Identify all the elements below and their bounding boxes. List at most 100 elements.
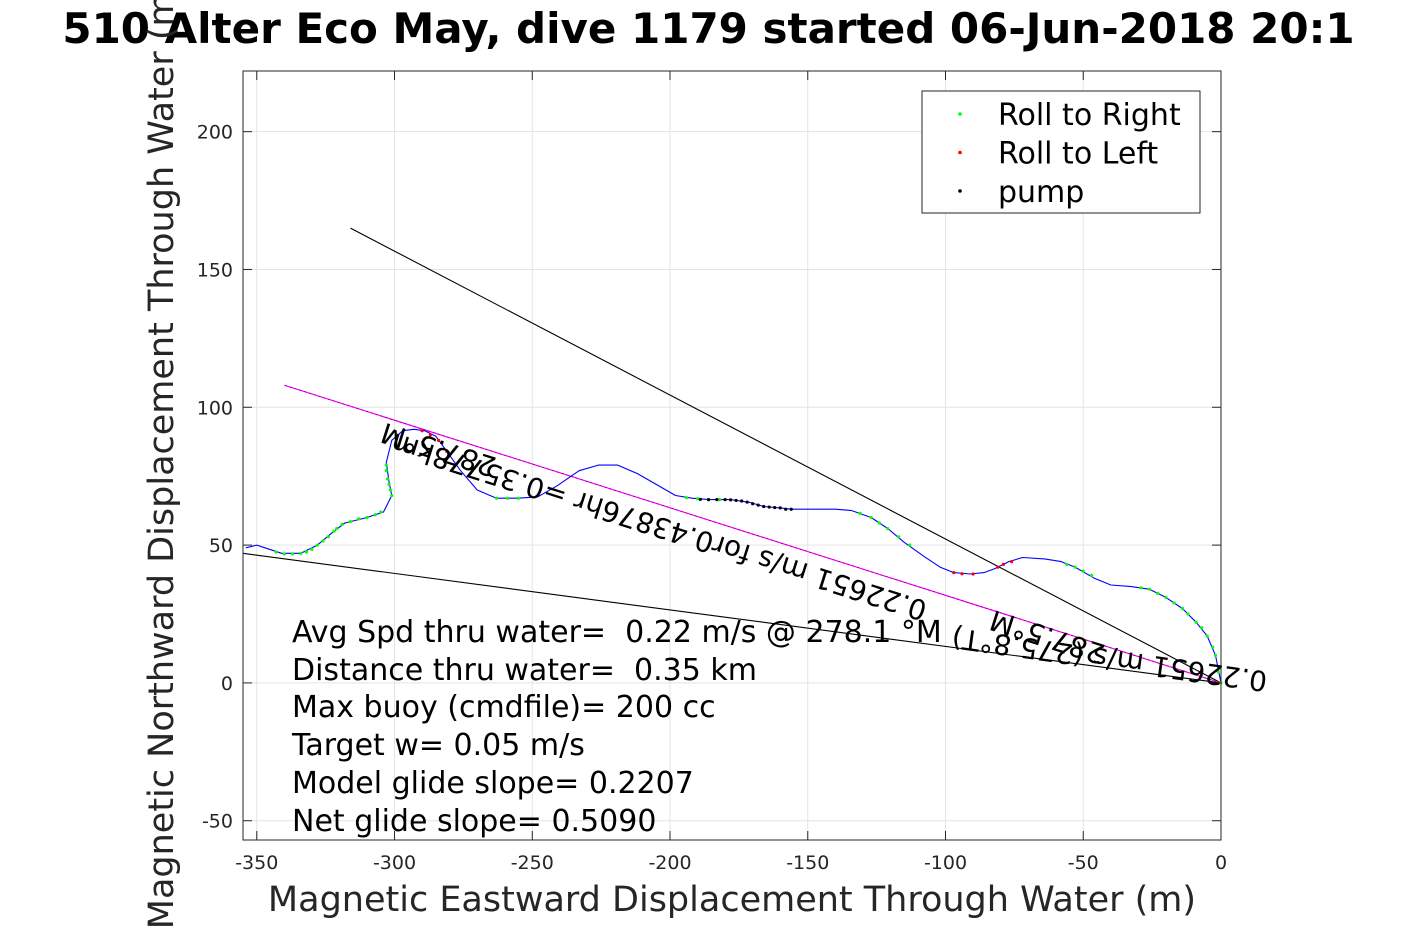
pump-point	[723, 498, 727, 502]
roll-right-point	[274, 550, 278, 554]
roll-right-point	[695, 497, 700, 501]
roll-right-point	[1205, 634, 1209, 638]
roll-right-point	[315, 543, 319, 547]
pump-point	[729, 498, 733, 502]
legend-entry-label: Roll to Right	[998, 98, 1181, 133]
x-tick-label: -250	[511, 852, 554, 874]
roll-right-point	[516, 496, 521, 500]
roll-left-point	[1010, 560, 1014, 564]
roll-right-point	[1211, 645, 1215, 649]
axes-box	[242, 70, 1222, 841]
roll-right-point	[282, 552, 286, 556]
pump-point	[698, 497, 702, 501]
roll-right-point	[1089, 573, 1094, 577]
y-tick-label: -50	[202, 811, 233, 833]
roll-right-point	[387, 482, 391, 487]
roll-right-point	[858, 511, 862, 515]
roll-right-point	[384, 469, 388, 473]
x-tick-label: -150	[786, 852, 829, 874]
pump-point	[715, 498, 719, 502]
roll-right-point	[390, 493, 394, 498]
x-axis-label: Magnetic Eastward Displacement Through W…	[267, 880, 1197, 920]
stat-max-buoy: Max buoy (cmdfile)= 200 cc	[292, 690, 716, 726]
pump-point	[740, 499, 744, 503]
x-tick-label: -200	[648, 852, 691, 874]
pump-point	[778, 506, 782, 510]
heading-line-overlay	[284, 385, 1222, 684]
marker-points	[274, 429, 1223, 685]
stat-target-w: Target w= 0.05 m/s	[292, 728, 585, 764]
roll-left-point	[952, 571, 956, 575]
stat-net-glide-slope: Net glide slope= 0.5090	[292, 803, 657, 839]
legend-marker	[958, 189, 962, 193]
y-axis-label: Magnetic Northward Displacement Through …	[142, 0, 182, 930]
roll-right-point	[365, 515, 369, 520]
y-tick-label: 200	[197, 122, 233, 144]
chart-title: 510 Alter Eco May, dive 1179 started 06-…	[62, 4, 1355, 53]
pump-point	[751, 502, 755, 506]
roll-right-point	[1216, 670, 1220, 674]
roll-right-point	[1073, 565, 1077, 569]
roll-left-point	[428, 433, 432, 437]
pump-point	[756, 503, 760, 507]
stat-distance: Distance thru water= 0.35 km	[292, 652, 757, 688]
roll-right-point	[1081, 569, 1085, 573]
roll-right-point	[869, 515, 873, 520]
y-tick-label: 0	[221, 673, 233, 695]
roll-right-point	[1172, 601, 1176, 605]
roll-left-point	[445, 449, 449, 453]
roll-right-point	[379, 510, 383, 514]
pump-point	[784, 507, 788, 511]
roll-right-point	[1186, 612, 1190, 616]
roll-right-point	[340, 522, 344, 527]
roll-left-point	[971, 572, 975, 576]
roll-right-point	[1065, 562, 1069, 566]
roll-right-point	[388, 488, 392, 492]
guide-line	[350, 227, 1222, 684]
roll-right-point	[386, 477, 390, 481]
stat-model-glide-slope: Model glide slope= 0.2207	[292, 765, 694, 801]
roll-right-point	[335, 526, 339, 531]
pump-point	[773, 505, 777, 510]
roll-right-point	[290, 552, 295, 556]
stat-avg-speed: Avg Spd thru water= 0.22 m/s @ 278.1 °M	[292, 615, 942, 650]
roll-right-point	[1147, 587, 1151, 591]
roll-right-point	[373, 513, 377, 517]
roll-right-point	[877, 521, 881, 525]
roll-left-point	[996, 565, 1000, 569]
stats-block: Avg Spd thru water= 0.22 m/s @ 278.1 °M …	[292, 614, 942, 840]
roll-right-point	[321, 539, 325, 543]
guide-line	[242, 552, 1222, 684]
x-tick-label: -350	[235, 852, 278, 874]
roll-left-point	[1216, 681, 1220, 685]
roll-right-point	[908, 543, 912, 547]
pump-point	[767, 505, 771, 509]
roll-right-point	[505, 496, 510, 500]
pump-point	[706, 498, 711, 502]
legend-entry-label: pump	[998, 175, 1084, 210]
roll-right-point	[1200, 626, 1204, 630]
roll-right-point	[1213, 653, 1218, 657]
roll-right-point	[1139, 586, 1143, 590]
roll-left-point	[1001, 562, 1005, 566]
roll-left-point	[420, 429, 424, 433]
roll-right-point	[304, 550, 308, 554]
pump-point	[745, 500, 749, 504]
roll-right-point	[348, 520, 353, 524]
roll-left-point	[437, 438, 441, 442]
y-tick-label: 100	[197, 397, 233, 419]
roll-right-point	[684, 496, 689, 500]
roll-right-point	[1180, 606, 1185, 611]
roll-right-point	[1164, 595, 1168, 600]
legend-marker	[958, 112, 962, 116]
x-tick-label: -300	[373, 852, 416, 874]
guide-lines	[242, 227, 1222, 684]
legend-entry-label: Roll to Left	[998, 137, 1158, 172]
roll-right-point	[326, 535, 331, 539]
roll-right-point	[718, 498, 722, 502]
roll-right-point	[1156, 591, 1160, 595]
legend-box	[921, 90, 1201, 214]
roll-right-point	[1194, 620, 1198, 624]
roll-right-point	[886, 526, 890, 531]
